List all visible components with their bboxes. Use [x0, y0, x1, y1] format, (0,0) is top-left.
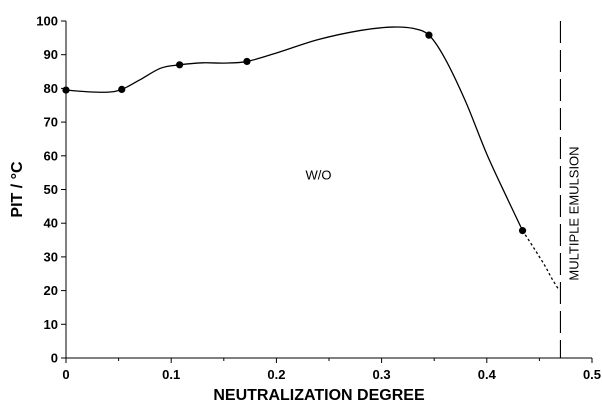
y-tick-label: 80 — [44, 81, 58, 96]
y-axis-title: PIT / °C — [9, 161, 26, 218]
x-tick-label: 0.3 — [373, 367, 391, 382]
y-tick-label: 20 — [44, 283, 58, 298]
data-point — [425, 31, 433, 39]
x-tick-label: 0 — [62, 367, 69, 382]
y-tick-label: 40 — [44, 216, 58, 231]
y-tick-label: 0 — [51, 351, 58, 366]
x-tick-label: 0.2 — [267, 367, 285, 382]
data-point — [62, 86, 70, 94]
data-point — [176, 61, 184, 69]
data-point — [243, 57, 251, 66]
x-tick-label: 0.1 — [162, 367, 180, 382]
region-label: W/O — [305, 167, 331, 182]
x-tick-label: 0.4 — [478, 367, 497, 382]
y-tick-label: 10 — [44, 317, 58, 332]
y-tick-label: 30 — [44, 249, 58, 264]
data-point — [118, 85, 126, 94]
series-line — [65, 26, 524, 231]
y-tick-label: 60 — [44, 148, 58, 163]
y-tick-label: 50 — [44, 182, 58, 197]
x-axis-title: NEUTRALIZATION DEGREE — [213, 387, 425, 404]
axes — [65, 21, 592, 359]
annotations-layer: MULTIPLE EMULSION W/O — [305, 21, 581, 358]
y-tick-label: 90 — [44, 47, 58, 62]
y-tick-label: 100 — [36, 14, 58, 29]
series-extrapolation-line — [522, 230, 559, 290]
series-layer — [62, 26, 559, 290]
data-point — [518, 227, 527, 235]
y-ticks: 0 10 20 30 40 50 60 70 80 90 100 — [36, 14, 66, 366]
boundary-label: MULTIPLE EMULSION — [566, 146, 581, 280]
y-tick-label: 70 — [44, 115, 58, 130]
x-tick-label: 0.5 — [583, 367, 601, 382]
x-ticks: 0 0.1 0.2 0.3 0.4 0.5 — [62, 358, 601, 382]
